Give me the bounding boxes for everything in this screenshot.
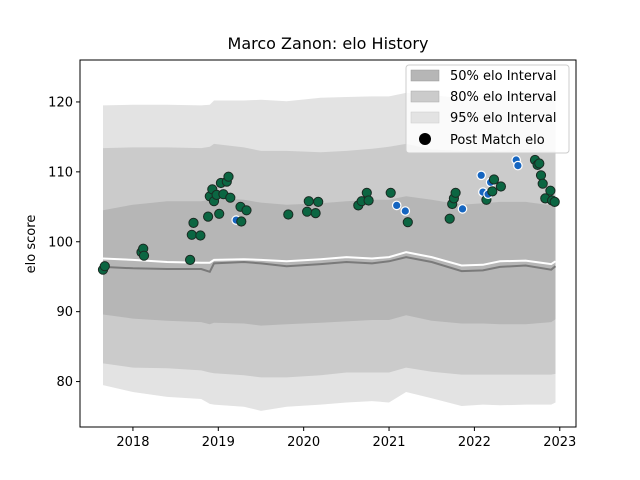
x-tick-label-2018: 2018 bbox=[116, 435, 149, 450]
data-point-33 bbox=[363, 195, 374, 206]
legend-label-post-match: Post Match elo bbox=[450, 133, 545, 148]
legend-label-80: 80% elo Interval bbox=[450, 90, 557, 105]
data-point-15 bbox=[214, 208, 225, 219]
data-point-7 bbox=[186, 229, 197, 240]
data-point-36 bbox=[400, 206, 411, 216]
data-point-38 bbox=[444, 213, 455, 224]
y-tick-label-100: 100 bbox=[48, 235, 73, 250]
x-tick-label-2019: 2019 bbox=[202, 435, 235, 450]
data-point-26 bbox=[302, 206, 313, 217]
y-tick-label-90: 90 bbox=[56, 305, 73, 320]
x-tick-label-2020: 2020 bbox=[287, 435, 320, 450]
data-point-52 bbox=[513, 160, 523, 171]
x-tick-label-2023: 2023 bbox=[543, 435, 576, 450]
data-point-10 bbox=[203, 211, 214, 222]
legend-box bbox=[405, 64, 570, 154]
x-tick-label-2021: 2021 bbox=[372, 435, 405, 450]
data-point-23 bbox=[236, 216, 247, 227]
data-point-55 bbox=[534, 158, 545, 169]
legend-swatch-80 bbox=[410, 90, 440, 103]
data-point-43 bbox=[476, 170, 486, 181]
y-tick-label-110: 110 bbox=[48, 165, 73, 180]
band-50-interval bbox=[103, 196, 556, 326]
data-point-19 bbox=[223, 171, 234, 182]
plot-frame bbox=[79, 59, 577, 428]
y-axis-ticks: 80 90 100 110 120 bbox=[48, 95, 80, 390]
data-point-61 bbox=[549, 196, 560, 207]
data-point-2 bbox=[99, 261, 110, 272]
data-point-50 bbox=[495, 181, 506, 192]
median-elo-line bbox=[102, 256, 557, 274]
mean-elo-line bbox=[102, 251, 557, 267]
data-point-25 bbox=[283, 209, 294, 220]
data-point-6 bbox=[185, 254, 196, 265]
data-point-37 bbox=[402, 217, 413, 228]
data-point-9 bbox=[195, 230, 206, 241]
y-axis-label: elo score bbox=[24, 215, 39, 274]
data-point-49 bbox=[488, 174, 500, 185]
post-match-points bbox=[97, 154, 560, 275]
x-tick-label-2022: 2022 bbox=[458, 435, 491, 450]
legend-marker-post-match bbox=[419, 133, 431, 145]
legend-label-50: 50% elo Interval bbox=[450, 69, 557, 84]
legend: 50% elo Interval 80% elo Interval 95% el… bbox=[405, 64, 570, 154]
data-point-59 bbox=[545, 185, 556, 196]
x-axis-ticks: 2018 2019 2020 2021 2022 2023 bbox=[116, 427, 576, 450]
data-point-42 bbox=[457, 204, 468, 214]
y-tick-label-120: 120 bbox=[48, 95, 73, 110]
y-tick-label-80: 80 bbox=[56, 375, 73, 390]
data-point-20 bbox=[225, 192, 236, 203]
data-point-48 bbox=[487, 186, 498, 197]
data-point-56 bbox=[535, 170, 547, 181]
legend-swatch-95 bbox=[410, 111, 440, 124]
data-point-28 bbox=[310, 208, 321, 219]
data-point-27 bbox=[303, 196, 314, 207]
legend-label-95: 95% elo Interval bbox=[450, 111, 557, 126]
legend-swatch-50 bbox=[410, 69, 440, 82]
data-point-5 bbox=[138, 250, 150, 261]
data-point-57 bbox=[537, 178, 548, 189]
data-point-34 bbox=[385, 187, 396, 198]
plot-area bbox=[97, 92, 560, 411]
data-point-24 bbox=[241, 205, 252, 216]
data-point-8 bbox=[188, 217, 199, 228]
chart-title: Marco Zanon: elo History bbox=[228, 34, 429, 53]
data-point-29 bbox=[313, 196, 324, 207]
data-point-41 bbox=[450, 187, 461, 198]
data-point-35 bbox=[391, 200, 402, 211]
